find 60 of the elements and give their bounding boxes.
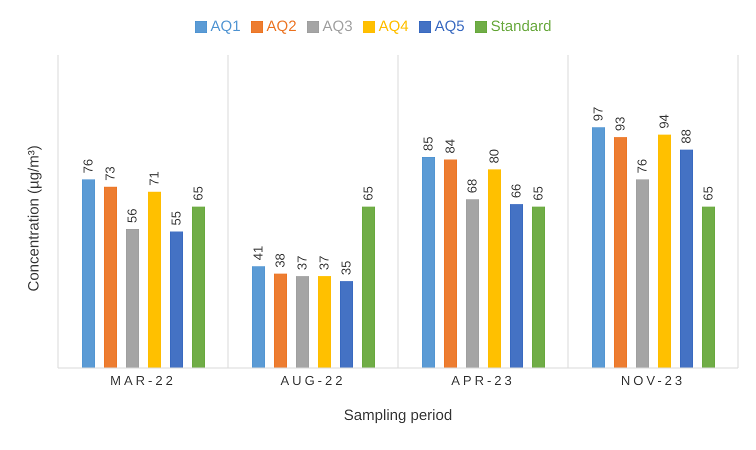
x-tick-label: NOV-23 xyxy=(620,373,686,388)
bar xyxy=(444,160,457,368)
bar xyxy=(318,276,331,368)
data-label: 80 xyxy=(486,148,502,164)
bar xyxy=(636,179,649,368)
data-label: 55 xyxy=(168,211,184,226)
data-label: 65 xyxy=(530,186,546,201)
legend-label: AQ1 xyxy=(210,18,241,35)
bar xyxy=(296,276,309,368)
bar xyxy=(510,204,523,368)
bar xyxy=(148,192,161,368)
x-axis-title: Sampling period xyxy=(344,407,452,424)
data-label: 97 xyxy=(590,106,606,122)
bar xyxy=(466,199,479,368)
bar xyxy=(592,127,605,368)
data-label: 85 xyxy=(420,136,436,152)
legend-label: AQ4 xyxy=(378,18,409,35)
legend-label: Standard xyxy=(490,18,552,35)
bar xyxy=(680,150,693,368)
x-tick-label: MAR-22 xyxy=(110,373,176,388)
bar xyxy=(532,206,545,368)
data-label: 38 xyxy=(272,253,288,268)
bar xyxy=(340,281,353,368)
bar xyxy=(362,206,375,368)
legend-label: AQ3 xyxy=(322,18,353,35)
x-tick-label: APR-23 xyxy=(451,373,515,388)
data-label: 84 xyxy=(442,139,458,154)
data-label: 88 xyxy=(678,129,694,144)
bar xyxy=(658,134,671,368)
bar xyxy=(126,229,139,368)
bar xyxy=(488,169,501,368)
data-label: 65 xyxy=(190,186,206,201)
y-axis-title: Concentration (µg/m³) xyxy=(25,145,42,292)
bar xyxy=(170,231,183,368)
data-label: 76 xyxy=(634,158,650,174)
data-label: 37 xyxy=(316,256,332,270)
bar xyxy=(192,206,205,368)
data-label: 37 xyxy=(294,256,310,270)
x-tick-label: AUG-22 xyxy=(280,373,346,388)
bar xyxy=(104,186,117,368)
data-label: 56 xyxy=(124,208,140,223)
data-label: 41 xyxy=(250,246,266,260)
bar xyxy=(274,274,287,368)
data-label: 94 xyxy=(656,114,672,129)
data-label: 66 xyxy=(508,184,524,198)
bar xyxy=(422,157,435,368)
legend-label: AQ5 xyxy=(434,18,465,35)
data-label: 76 xyxy=(80,158,96,174)
data-label: 35 xyxy=(338,260,354,276)
bar xyxy=(82,179,95,368)
bar xyxy=(614,137,627,368)
data-label: 68 xyxy=(464,178,480,194)
data-label: 65 xyxy=(360,186,376,201)
bar xyxy=(252,266,265,368)
legend-label: AQ2 xyxy=(266,18,297,35)
bar xyxy=(702,206,715,368)
data-label: 71 xyxy=(146,171,162,186)
data-label: 93 xyxy=(612,116,628,132)
data-label: 65 xyxy=(700,186,716,201)
data-label: 73 xyxy=(102,166,118,181)
